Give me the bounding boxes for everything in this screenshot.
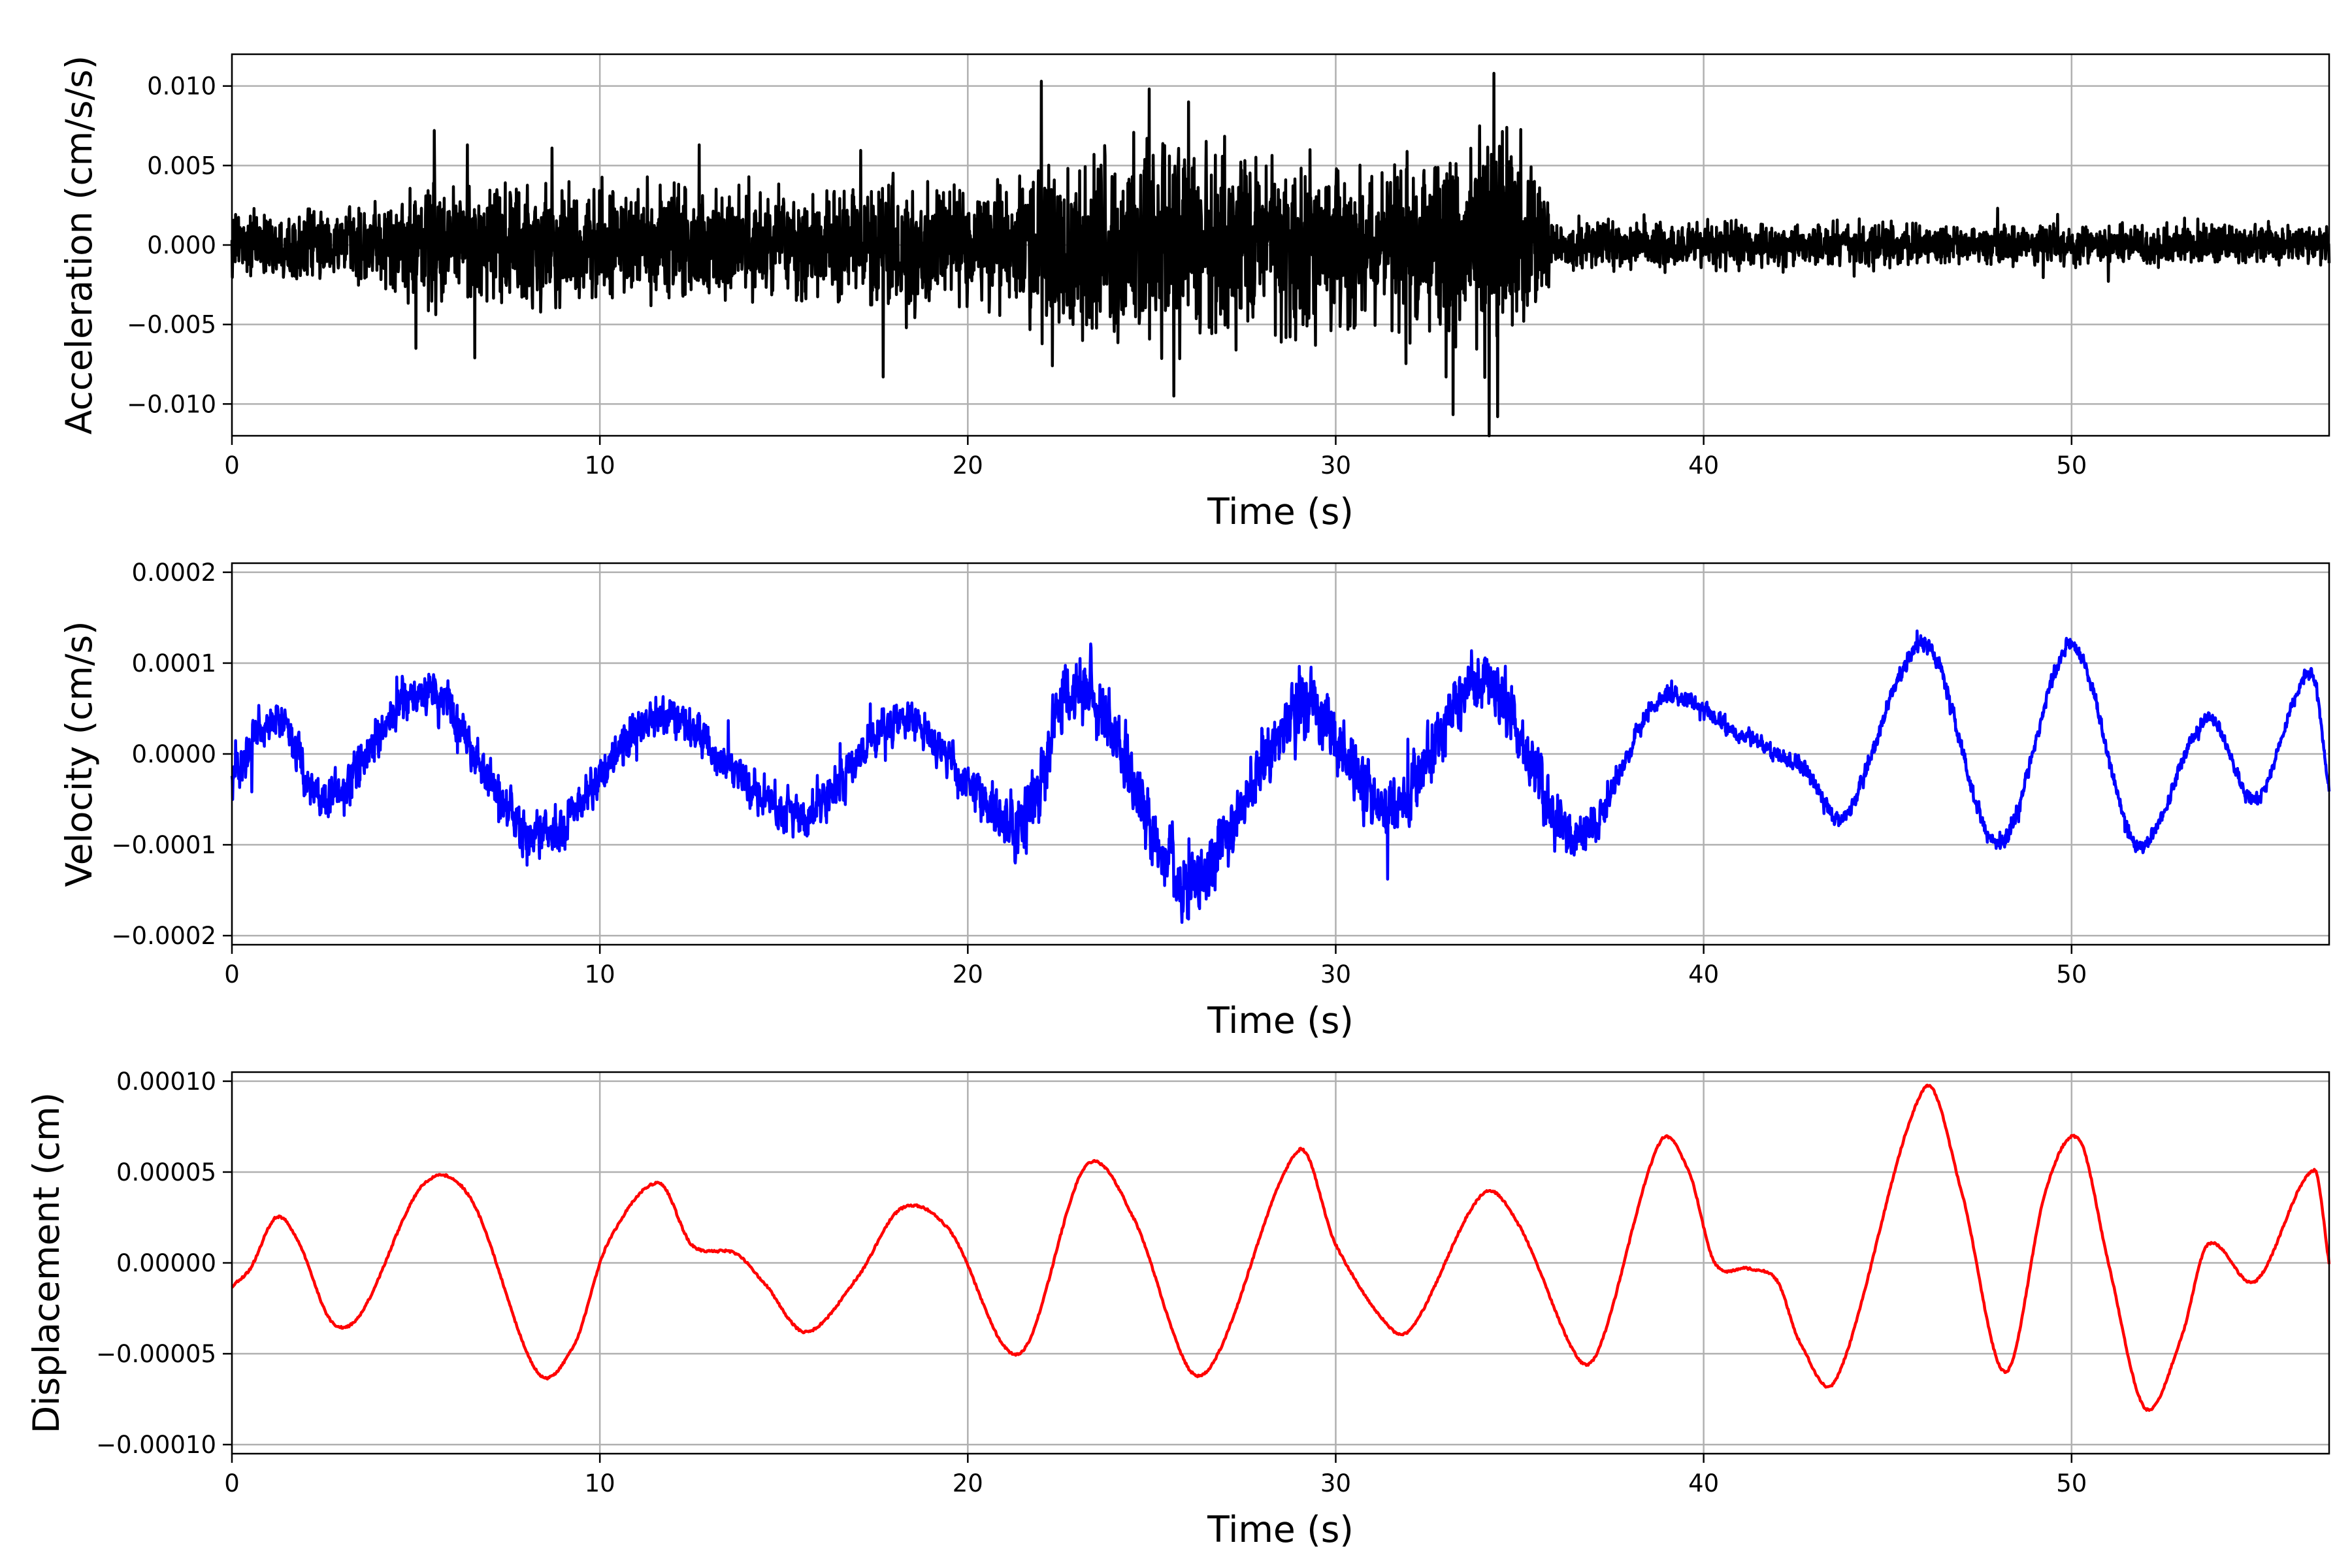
acceleration-x-axis-label: Time (s) bbox=[1207, 491, 1354, 532]
acceleration-series-line bbox=[230, 71, 2331, 438]
velocity-x-tick-label: 30 bbox=[1320, 960, 1351, 988]
velocity-grid bbox=[231, 563, 2329, 945]
acceleration-y-tick-label: −0.005 bbox=[127, 311, 216, 339]
displacement-y-tick-label: −0.00005 bbox=[96, 1340, 216, 1368]
acceleration-x-tick-label: 30 bbox=[1320, 451, 1351, 480]
displacement-series-line bbox=[231, 1083, 2331, 1413]
velocity-ticks: 0 10 20 30 40 50 −0.0002 −0.0001 0.0000 0.0001 0.0… bbox=[112, 559, 2087, 988]
displacement-x-tick-label: 30 bbox=[1320, 1469, 1351, 1497]
acceleration-trace bbox=[230, 71, 2331, 438]
acceleration-x-tick-label: 50 bbox=[2056, 451, 2087, 480]
velocity-y-tick-label: −0.0002 bbox=[112, 922, 216, 950]
acceleration-x-tick-label: 10 bbox=[585, 451, 615, 480]
velocity-x-tick-label: 40 bbox=[1688, 960, 1719, 988]
velocity-y-axis-label: Velocity (cm/s) bbox=[58, 621, 100, 887]
velocity-x-tick-label: 10 bbox=[585, 960, 615, 988]
displacement-grid bbox=[231, 1072, 2329, 1454]
displacement-y-tick-label: 0.00010 bbox=[116, 1068, 216, 1096]
velocity-x-tick-label: 20 bbox=[953, 960, 983, 988]
acceleration-y-tick-label: 0.000 bbox=[147, 231, 216, 259]
displacement-x-tick-label: 40 bbox=[1688, 1469, 1719, 1497]
acceleration-x-tick-label: 0 bbox=[224, 451, 240, 480]
velocity-series-line bbox=[230, 629, 2331, 924]
displacement-x-axis-label: Time (s) bbox=[1207, 1509, 1354, 1550]
acceleration-y-tick-label: −0.010 bbox=[127, 390, 216, 418]
acceleration-panel: 0 10 20 30 40 50 −0.010 −0.005 0.000 0.005 0.010 T… bbox=[58, 53, 2331, 532]
velocity-x-tick-label: 50 bbox=[2056, 960, 2087, 988]
acceleration-x-tick-label: 40 bbox=[1688, 451, 1719, 480]
displacement-x-tick-label: 0 bbox=[224, 1469, 240, 1497]
velocity-trace bbox=[230, 629, 2331, 924]
displacement-x-tick-label: 50 bbox=[2056, 1469, 2087, 1497]
displacement-x-tick-label: 20 bbox=[953, 1469, 983, 1497]
displacement-trace bbox=[231, 1083, 2331, 1413]
displacement-x-tick-label: 10 bbox=[585, 1469, 615, 1497]
velocity-y-tick-label: 0.0001 bbox=[132, 649, 216, 678]
velocity-x-axis-label: Time (s) bbox=[1207, 1000, 1354, 1041]
displacement-y-tick-label: 0.00000 bbox=[116, 1249, 216, 1277]
acceleration-y-tick-label: 0.005 bbox=[147, 152, 216, 180]
displacement-panel: 0 10 20 30 40 50 −0.00010 −0.00005 0.00000 0.0000… bbox=[25, 1068, 2331, 1550]
acceleration-ticks: 0 10 20 30 40 50 −0.010 −0.005 0.000 0.005 0.010 bbox=[127, 73, 2087, 480]
displacement-ticks: 0 10 20 30 40 50 −0.00010 −0.00005 0.00000 0.0000… bbox=[96, 1068, 2087, 1497]
acceleration-y-axis-label: Acceleration (cm/s/s) bbox=[58, 56, 100, 434]
velocity-y-tick-label: 0.0000 bbox=[132, 740, 216, 768]
displacement-y-tick-label: 0.00005 bbox=[116, 1158, 216, 1186]
velocity-y-tick-label: 0.0002 bbox=[132, 559, 216, 587]
velocity-y-tick-label: −0.0001 bbox=[112, 831, 216, 859]
acceleration-y-tick-label: 0.010 bbox=[147, 73, 216, 101]
velocity-x-tick-label: 0 bbox=[224, 960, 240, 988]
acceleration-x-tick-label: 20 bbox=[953, 451, 983, 480]
displacement-y-tick-label: −0.00010 bbox=[96, 1431, 216, 1459]
displacement-y-axis-label: Displacement (cm) bbox=[25, 1092, 67, 1433]
velocity-panel: 0 10 20 30 40 50 −0.0002 −0.0001 0.0000 0.0001 0.0… bbox=[58, 559, 2331, 1041]
